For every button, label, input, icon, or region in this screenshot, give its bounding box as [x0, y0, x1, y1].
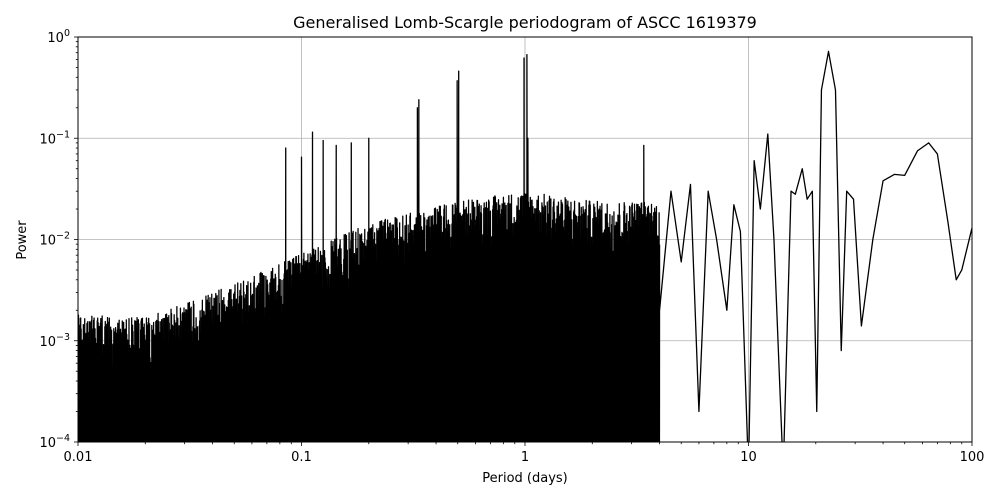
chart-title: Generalised Lomb-Scargle periodogram of …: [293, 13, 757, 32]
y-axis-ticks: 10−4 10−3 10−2 10−1 100: [39, 28, 78, 451]
y-tick-label: 10−4: [39, 433, 70, 451]
y-tick-label: 10−2: [39, 231, 70, 249]
x-tick-label: 10: [740, 450, 757, 465]
x-tick-label: 0.01: [64, 450, 93, 465]
y-tick-label: 10−1: [39, 129, 70, 147]
y-axis-label: Power: [15, 220, 30, 260]
x-tick-label: 100: [960, 450, 985, 465]
x-axis-label: Period (days): [482, 471, 568, 486]
y-tick-label: 100: [47, 28, 70, 46]
x-tick-label: 0.1: [291, 450, 312, 465]
x-tick-label: 1: [521, 450, 529, 465]
y-tick-label: 10−3: [39, 332, 70, 350]
periodogram-series-line: [78, 50, 972, 442]
x-axis-ticks: 0.01 0.1 1 10 100: [64, 442, 985, 465]
